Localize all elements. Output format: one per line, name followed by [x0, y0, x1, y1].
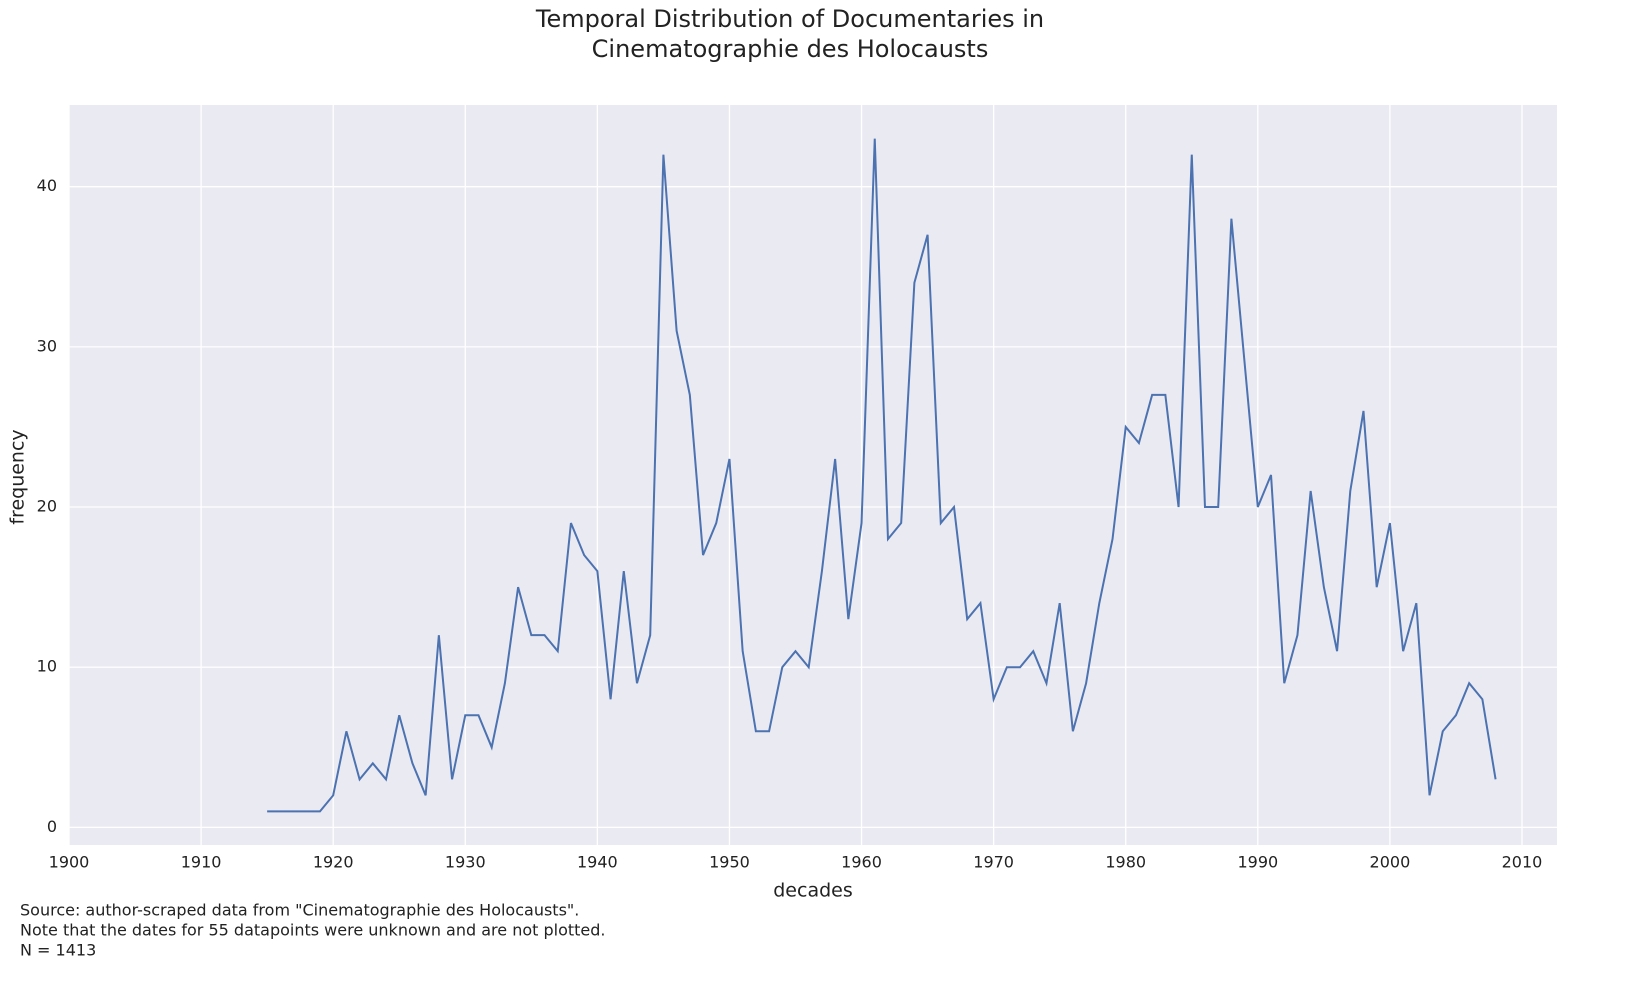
y-tick-label: 10	[37, 657, 57, 676]
x-tick-label: 1960	[841, 853, 882, 872]
chart-title: Temporal Distribution of Documentaries i…	[535, 5, 1044, 33]
x-tick-label: 1940	[577, 853, 618, 872]
y-axis-label: frequency	[7, 429, 29, 524]
chart-title: Cinematographie des Holocausts	[592, 35, 989, 63]
y-tick-label: 30	[37, 336, 57, 355]
x-tick-label: 1970	[973, 853, 1014, 872]
y-tick-label: 20	[37, 497, 57, 516]
x-tick-label: 2000	[1370, 853, 1411, 872]
x-tick-label: 2010	[1502, 853, 1543, 872]
footnote: N = 1413	[20, 941, 96, 960]
x-tick-label: 1980	[1105, 853, 1146, 872]
footnote: Note that the dates for 55 datapoints we…	[20, 921, 606, 940]
x-tick-label: 1950	[709, 853, 750, 872]
footnote: Source: author-scraped data from "Cinema…	[20, 901, 579, 920]
x-tick-label: 1990	[1237, 853, 1278, 872]
y-tick-label: 40	[37, 176, 57, 195]
data-line	[267, 138, 1497, 813]
x-axis-label: decades	[773, 880, 853, 902]
x-tick-label: 1910	[181, 853, 222, 872]
x-tick-label: 1930	[445, 853, 486, 872]
y-tick-label: 0	[47, 817, 57, 836]
plot-area	[69, 105, 1557, 845]
x-tick-label: 1900	[49, 853, 90, 872]
x-tick-label: 1920	[313, 853, 354, 872]
